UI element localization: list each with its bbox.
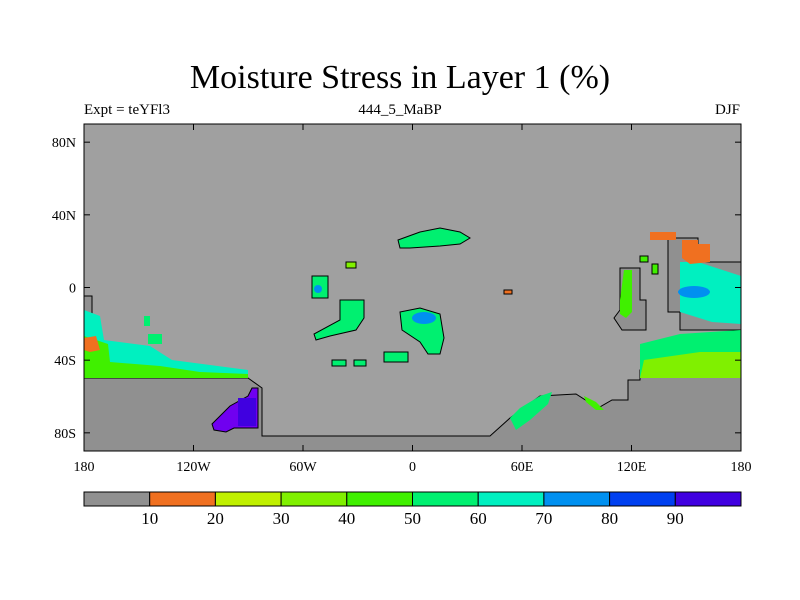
colorbar-swatch	[412, 491, 479, 507]
colorbar-label: 10	[141, 509, 158, 528]
stress-east-core	[678, 286, 710, 298]
lat-tick-label: 80S	[54, 427, 76, 442]
stress-east-a	[680, 262, 741, 324]
colorbar-label: 30	[273, 509, 290, 528]
stress-east-b	[620, 270, 632, 318]
stress-east-d	[640, 352, 741, 378]
lat-tick-label: 80N	[52, 136, 76, 151]
colorbar-swatch	[674, 491, 742, 507]
lat-tick-label: 40S	[54, 354, 76, 369]
colorbar-swatch	[609, 491, 676, 507]
period-label: 444_5_MaBP	[358, 102, 442, 118]
stress-band-south-edge	[510, 392, 552, 430]
colorbar-swatch	[214, 491, 282, 507]
stress-patch-small-east	[503, 289, 513, 295]
colorbar-label: 40	[338, 509, 355, 528]
stress-band-south-edge-2	[584, 396, 604, 410]
lon-tick-label: 60E	[511, 460, 534, 475]
colorbar-swatch	[149, 491, 216, 507]
lon-tick-label: 180	[731, 460, 752, 475]
lon-tick-label: 0	[409, 460, 416, 475]
latitude-axis: 80N 40N 0 40S 80S	[52, 136, 741, 442]
colorbar-swatch	[83, 491, 151, 507]
colorbar-label: 50	[404, 509, 421, 528]
stress-patch-central-e	[383, 351, 409, 363]
colorbar-label: 70	[535, 509, 552, 528]
stress-patch-west-b	[148, 334, 162, 344]
stress-east-f	[639, 255, 649, 263]
stress-patch-central-c	[397, 227, 471, 249]
stress-core-central-d	[412, 312, 436, 324]
season-label: DJF	[714, 102, 740, 118]
lon-tick-label: 60W	[289, 460, 317, 475]
stress-band-west-inner	[84, 336, 248, 378]
lat-tick-label: 0	[69, 282, 76, 297]
longitude-axis: 180 120W 60W 0 60E 120E 180	[74, 124, 752, 475]
stress-cap-south-inner	[238, 398, 256, 426]
colorbar-swatch	[477, 491, 545, 507]
lon-tick-label: 120W	[176, 460, 211, 475]
stress-core-central-a	[314, 285, 322, 293]
stress-east-orange	[682, 240, 710, 264]
colorbar: 10 20 30 40 50 60 70 80 90	[83, 491, 742, 528]
stress-band-west-edge	[84, 336, 100, 352]
plot-title: Moisture Stress in Layer 1 (%)	[189, 59, 611, 96]
colorbar-label: 80	[601, 509, 618, 528]
stress-band-west	[84, 310, 248, 378]
lon-tick-label: 180	[74, 460, 95, 475]
colorbar-label: 90	[667, 509, 684, 528]
stress-east-g	[651, 263, 659, 275]
colorbar-swatch	[543, 491, 611, 507]
lon-tick-label: 120E	[617, 460, 647, 475]
stress-patch-central-h	[345, 261, 357, 269]
colorbar-label: 20	[207, 509, 224, 528]
stress-patch-central-f	[331, 359, 347, 367]
lat-tick-label: 40N	[52, 209, 76, 224]
colorbar-swatch	[280, 491, 348, 507]
moisture-stress-field	[84, 227, 741, 433]
stress-patch-central-g	[353, 359, 367, 367]
stress-east-e	[650, 232, 676, 240]
colorbar-label: 60	[470, 509, 487, 528]
stress-patch-central-b	[313, 299, 365, 341]
experiment-label: Expt = teYFl3	[84, 102, 170, 118]
stress-patch-west-a	[144, 316, 150, 326]
colorbar-swatch	[346, 491, 413, 507]
